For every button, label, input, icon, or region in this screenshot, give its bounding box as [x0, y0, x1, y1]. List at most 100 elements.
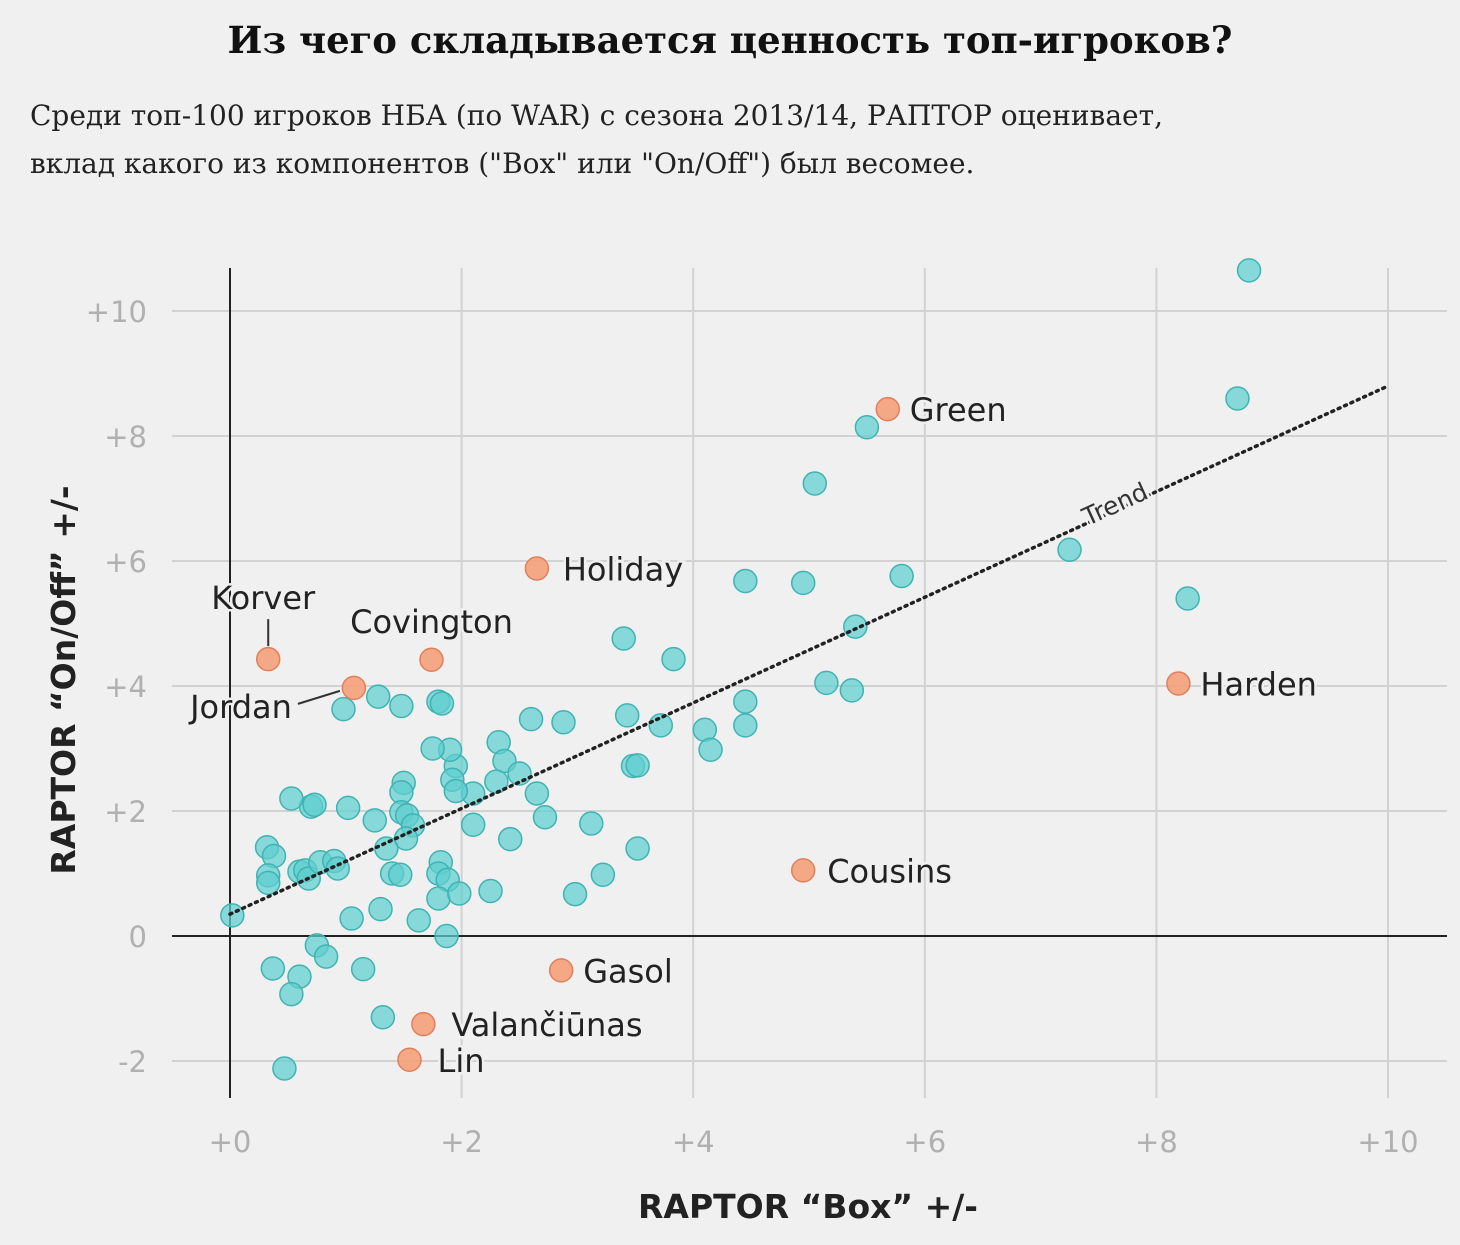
player-point [460, 812, 486, 837]
x-tick-label: +2 [440, 1125, 483, 1159]
player-point [733, 713, 758, 738]
highlighted-point-jordan [341, 675, 367, 701]
player-point [532, 805, 558, 830]
highlighted-point-covington [419, 647, 444, 672]
player-point [579, 811, 604, 836]
player-point [625, 836, 650, 861]
player-point [1175, 586, 1200, 611]
highlighted-point-harden [1166, 671, 1191, 696]
player-point [374, 836, 399, 861]
y-tick-label: 0 [129, 920, 147, 954]
trend-line [228, 384, 1390, 916]
player-point [434, 923, 459, 949]
chart-title: Из чего складывается ценность топ-игроко… [227, 18, 1233, 62]
player-point [370, 1005, 396, 1030]
player-point [368, 896, 393, 922]
player-points [220, 258, 1262, 1081]
point-label-green: Green [910, 391, 1007, 429]
player-point [313, 944, 339, 969]
point-label-lin: Lin [437, 1042, 484, 1080]
trend-label: Trend [1077, 477, 1152, 532]
x-axis-label: RAPTOR “Box” +/- [638, 1187, 978, 1226]
player-point [420, 736, 445, 761]
player-point [614, 703, 640, 728]
point-label-holiday: Holiday [563, 551, 683, 589]
player-point [365, 684, 391, 709]
player-point [625, 753, 650, 778]
player-point [406, 908, 432, 933]
player-point [429, 691, 455, 716]
label-leader-jordan [297, 689, 341, 705]
player-point [389, 693, 414, 719]
point-label-korver: Korver [211, 579, 316, 617]
highlighted-point-lin [397, 1047, 422, 1072]
player-point [497, 826, 523, 852]
player-point [1057, 537, 1082, 562]
y-tick-label: +10 [86, 295, 147, 329]
player-point [387, 862, 413, 887]
highlighted-point-valaninas [411, 1011, 436, 1037]
y-tick-label: -2 [118, 1045, 147, 1079]
player-point [1236, 258, 1262, 283]
x-tick-label: +10 [1357, 1125, 1418, 1159]
player-point [339, 906, 364, 931]
point-label-jordan: Jordan [188, 688, 292, 726]
grid-lines [172, 268, 1447, 1098]
player-point [590, 862, 616, 887]
player-point [518, 706, 544, 732]
player-point [648, 713, 674, 738]
player-point [733, 689, 758, 714]
player-point [790, 570, 816, 596]
chart-subtitle: Среди топ-100 игроков НБА (по WAR) с сез… [30, 92, 1450, 188]
highlighted-point-korver [255, 646, 281, 672]
player-point [698, 737, 723, 762]
point-label-cousins: Cousins [827, 852, 952, 890]
y-tick-label: +4 [104, 670, 147, 704]
x-tick-label: +6 [903, 1125, 946, 1159]
highlighted-point-green [875, 396, 900, 422]
player-point [551, 710, 576, 735]
x-tick-label: +4 [672, 1125, 715, 1159]
y-axis-label: RAPTOR “On/Off” +/- [44, 485, 83, 874]
y-tick-label: +8 [104, 420, 147, 454]
highlighted-point-gasol [548, 958, 574, 983]
player-point [331, 696, 356, 722]
y-tick-label: +2 [104, 795, 147, 829]
x-tick-label: +0 [209, 1125, 252, 1159]
player-point [255, 870, 281, 896]
player-point [524, 781, 550, 806]
player-point [220, 903, 245, 928]
player-point [478, 878, 503, 904]
point-label-harden: Harden [1200, 666, 1317, 704]
player-point [260, 956, 286, 981]
highlighted-point-holiday [524, 556, 550, 581]
player-point [661, 646, 686, 672]
player-point [279, 786, 304, 811]
player-point [814, 670, 839, 696]
player-point [562, 881, 588, 907]
player-point [854, 415, 880, 440]
subtitle-line-2: вклад какого из компонентов ("Box" или "… [30, 147, 975, 180]
player-point [362, 808, 387, 833]
player-point [733, 568, 758, 594]
player-point [611, 626, 636, 651]
player-point [1225, 386, 1250, 411]
player-point [335, 795, 361, 821]
subtitle-line-1: Среди топ-100 игроков НБА (по WAR) с сез… [30, 99, 1163, 132]
player-point [272, 1056, 297, 1081]
player-point [443, 778, 469, 804]
x-tick-label: +8 [1135, 1125, 1178, 1159]
player-point [889, 563, 914, 589]
point-label-gasol: Gasol [583, 952, 673, 990]
player-point [447, 881, 472, 906]
player-point [839, 678, 865, 703]
point-label-covington: Covington [350, 603, 513, 641]
player-point [426, 886, 451, 911]
point-label-valaninas: Valančiūnas [451, 1006, 642, 1044]
highlighted-point-cousins [790, 858, 816, 883]
highlighted-points: Green Holiday Korver Covington Jordan Harden C… [186, 389, 1320, 1083]
player-point [802, 471, 828, 496]
player-point [302, 792, 327, 817]
y-tick-label: +6 [104, 545, 147, 579]
player-point [279, 981, 304, 1007]
